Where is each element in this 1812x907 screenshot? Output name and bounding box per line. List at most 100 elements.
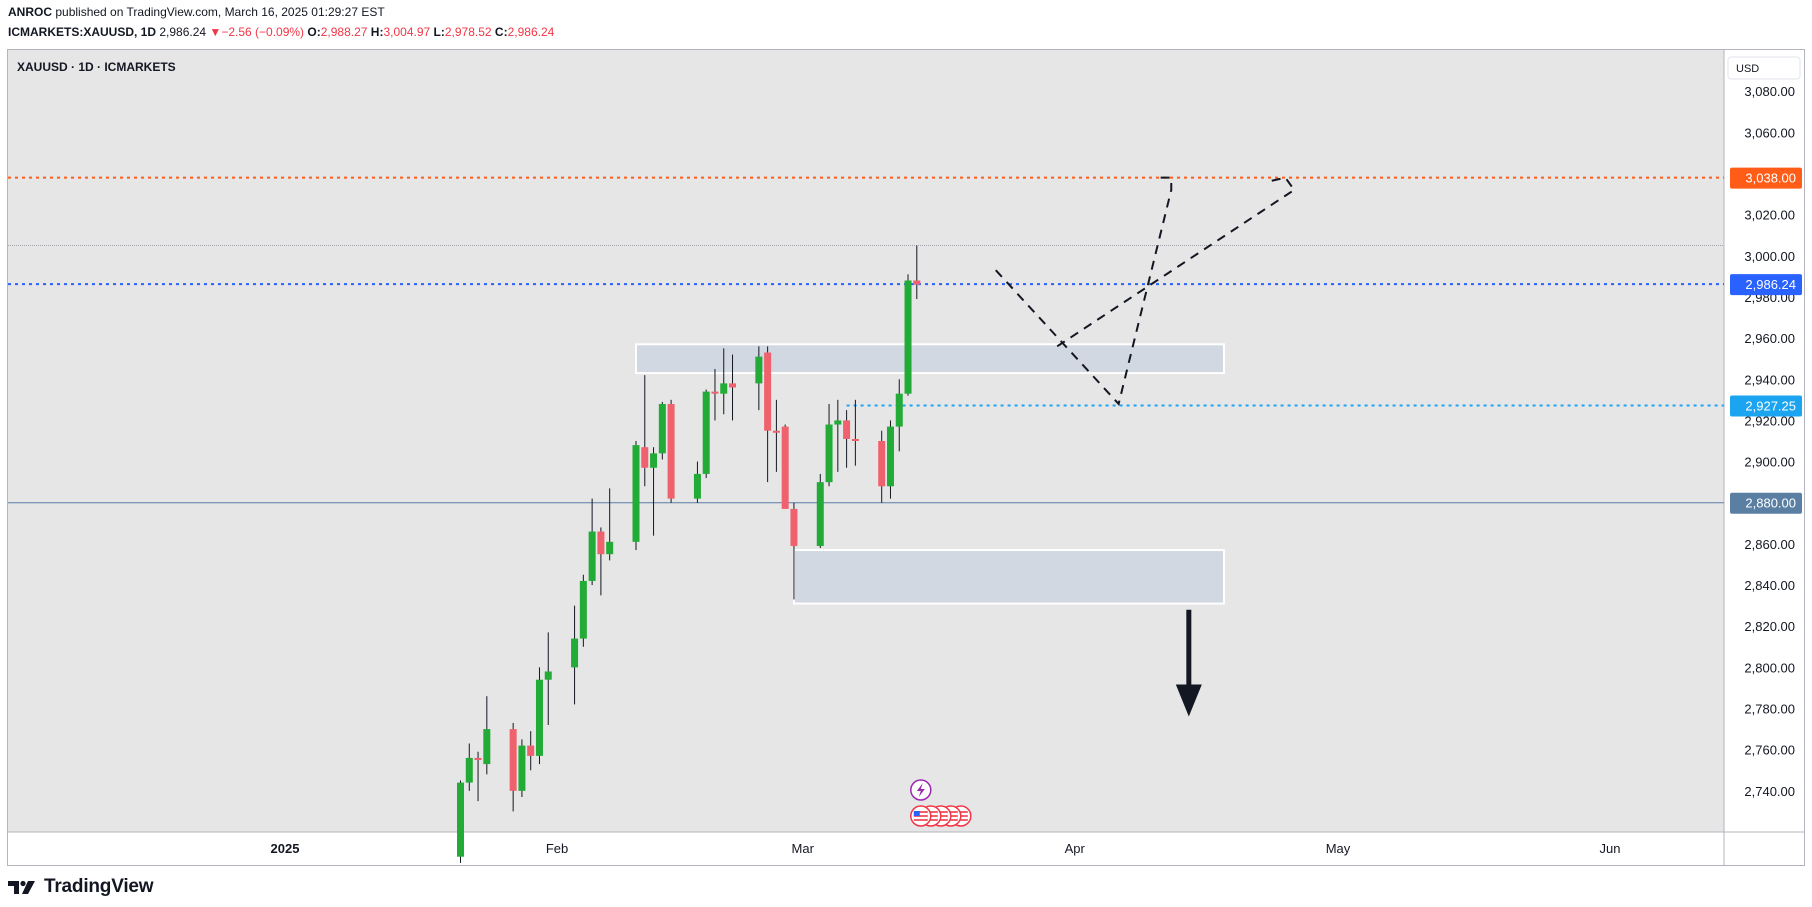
- projection-path: [995, 176, 1173, 407]
- candle-body: [764, 352, 772, 431]
- time-tick-label: Mar: [792, 841, 815, 856]
- low-value: 2,978.52: [444, 25, 492, 39]
- footer-brand[interactable]: TradingView: [8, 876, 154, 898]
- candle-body: [895, 393, 903, 427]
- candle-body: [544, 671, 552, 680]
- candle-body: [851, 438, 859, 441]
- low-label: L:: [433, 25, 445, 39]
- price-tick-label: 2,780.00: [1744, 702, 1795, 717]
- price-tick-label: 2,760.00: [1744, 743, 1795, 758]
- price-marker-box: [1730, 167, 1802, 189]
- candle-body: [772, 430, 780, 433]
- candle-body: [474, 757, 482, 760]
- zone-rect: [792, 549, 1225, 605]
- candle-body: [650, 453, 658, 468]
- candle-body: [579, 580, 587, 639]
- last-price: 2,986.24: [159, 25, 207, 39]
- candle-body: [632, 445, 640, 542]
- close-value: 2,986.24: [507, 25, 555, 39]
- candle-body: [457, 782, 464, 857]
- candle-body: [483, 729, 491, 765]
- candle-body: [781, 426, 789, 509]
- candle-body: [755, 356, 763, 384]
- candle-body: [667, 403, 675, 499]
- candle-body: [658, 403, 666, 454]
- candle-body: [834, 420, 842, 425]
- high-value: 3,004.97: [383, 25, 431, 39]
- time-tick-label: Feb: [546, 841, 568, 856]
- candle-body: [606, 541, 614, 555]
- candle-body: [825, 424, 833, 483]
- time-tick-label: 2025: [271, 841, 300, 856]
- time-tick-label: May: [1326, 841, 1351, 856]
- price-tick-label: 2,860.00: [1744, 537, 1795, 552]
- candle-body: [878, 441, 886, 487]
- candle-body: [509, 729, 517, 791]
- price-marker-box: [1730, 492, 1802, 514]
- symbol-label: ICMARKETS:XAUUSD, 1D: [8, 25, 157, 39]
- close-label: C:: [494, 25, 508, 39]
- price-marker-label: 2,986.24: [1745, 277, 1796, 292]
- candle-body: [693, 473, 701, 499]
- candle-body: [790, 508, 798, 546]
- candle-body: [597, 531, 605, 555]
- author-name: ANROC: [8, 5, 52, 19]
- projection-path: [1056, 176, 1296, 348]
- price-tick-label: 2,740.00: [1744, 784, 1795, 799]
- candle-body: [886, 426, 894, 487]
- open-value: 2,988.27: [320, 25, 368, 39]
- pane-title: XAUUSD · 1D · ICMARKETS: [17, 60, 176, 74]
- tradingview-logo-icon: [8, 880, 35, 894]
- price-tick-label: 3,080.00: [1744, 84, 1795, 99]
- candle-body: [535, 679, 543, 756]
- price-tick-label: 2,920.00: [1744, 413, 1795, 428]
- candle-body: [527, 745, 535, 756]
- price-marker-label: 2,880.00: [1745, 496, 1796, 511]
- change-arrow-icon: ▼: [209, 25, 222, 39]
- price-marker-box: [1730, 395, 1802, 417]
- price-marker-label: 2,927.25: [1745, 399, 1796, 414]
- open-label: O:: [307, 25, 321, 39]
- candle-body: [720, 383, 728, 394]
- axis-corner: [1725, 833, 1803, 865]
- price-tick-label: 2,820.00: [1744, 619, 1795, 634]
- brand-name: TradingView: [44, 876, 154, 897]
- time-tick-label: Apr: [1065, 841, 1086, 856]
- change-value: −2.56 (−0.09%): [221, 25, 305, 39]
- candle-body: [729, 383, 737, 388]
- candle-body: [904, 280, 912, 394]
- chart-frame[interactable]: [7, 49, 1805, 866]
- candle-body: [588, 531, 596, 581]
- time-tick-label: Jun: [1600, 841, 1621, 856]
- price-tick-label: 3,060.00: [1744, 125, 1795, 140]
- publish-info: ANROC published on TradingView.com, Marc…: [8, 5, 385, 19]
- us-flag-icon: [910, 805, 932, 827]
- price-tick-label: 3,020.00: [1744, 208, 1795, 223]
- candle-body: [816, 482, 824, 546]
- price-tick-label: 3,000.00: [1744, 249, 1795, 264]
- currency-box: [1727, 56, 1801, 80]
- high-label: H:: [370, 25, 384, 39]
- candle-body: [913, 280, 921, 285]
- price-tick-label: 2,940.00: [1744, 372, 1795, 387]
- ohlc-legend: ICMARKETS:XAUUSD, 1D 2,986.24 ▼−2.56 (−0…: [8, 25, 554, 39]
- price-marker-label: 3,038.00: [1745, 171, 1796, 186]
- publish-text: published on TradingView.com, March 16, …: [55, 5, 385, 19]
- candle-body: [518, 745, 526, 791]
- down-arrow-icon: [1175, 684, 1202, 717]
- currency-label: USD: [1736, 63, 1759, 75]
- candle-body: [702, 391, 710, 474]
- candle-body: [465, 757, 473, 783]
- price-tick-label: 2,800.00: [1744, 660, 1795, 675]
- price-tick-label: 2,960.00: [1744, 331, 1795, 346]
- candle-body: [843, 420, 851, 439]
- price-tick-label: 2,840.00: [1744, 578, 1795, 593]
- zone-rect: [635, 343, 1225, 375]
- price-tick-label: 2,900.00: [1744, 455, 1795, 470]
- price-marker-box: [1730, 274, 1802, 296]
- candle-body: [711, 391, 719, 394]
- lightning-icon: [910, 779, 932, 801]
- plot-background: [8, 50, 1724, 832]
- candle-body: [571, 638, 579, 668]
